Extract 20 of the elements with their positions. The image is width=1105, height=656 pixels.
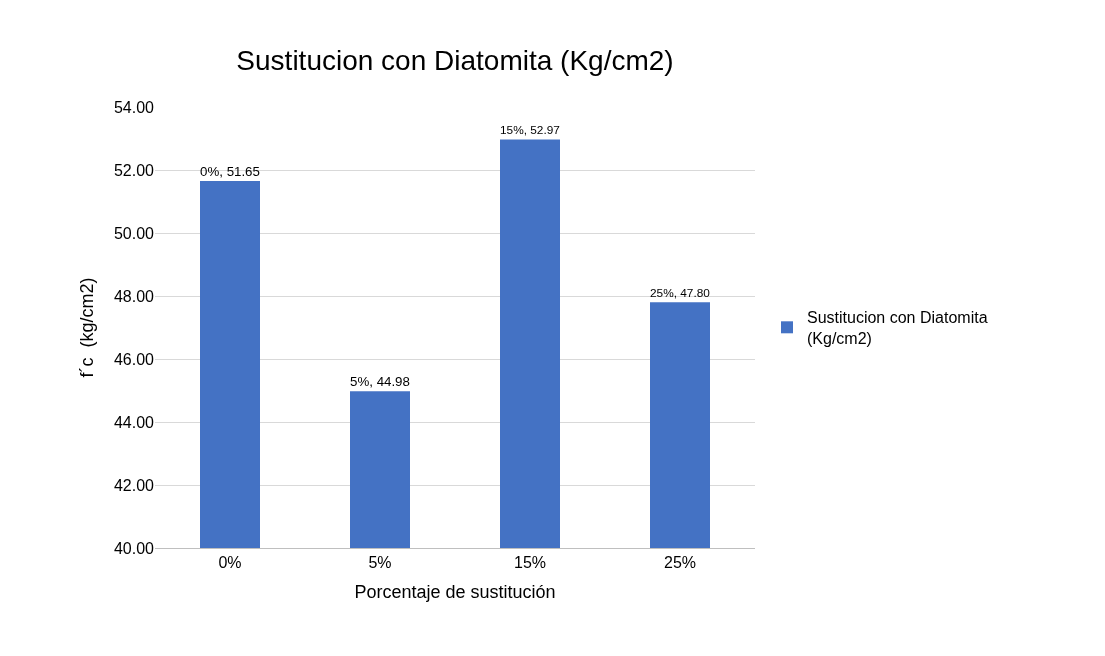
y-tick-label: 50.00	[113, 224, 155, 242]
y-tick-label: 42.00	[113, 476, 155, 494]
y-axis-title: f´c (kg/cm2)	[77, 277, 98, 378]
legend-label: Sustitucion con Diatomita (Kg/cm2)	[807, 309, 988, 347]
x-tick-label: 5%	[368, 554, 392, 572]
x-tick-label: 0%	[218, 554, 242, 572]
y-tick-label: 54.00	[113, 98, 155, 116]
chart-title: Sustitucion con Diatomita (Kg/cm2)	[236, 44, 674, 76]
data-label: 25%, 47.80	[650, 286, 711, 301]
x-axis-title: Porcentaje de sustitución	[354, 582, 556, 603]
y-tick-label: 44.00	[113, 413, 155, 431]
y-tick-label: 46.00	[113, 350, 155, 368]
data-label: 0%, 51.65	[200, 163, 260, 179]
data-label: 5%, 44.98	[350, 373, 410, 389]
x-tick-label: 15%	[513, 554, 547, 572]
y-tick-label: 52.00	[113, 161, 155, 179]
y-tick-label: 40.00	[113, 539, 155, 557]
y-tick-label: 48.00	[113, 287, 155, 305]
data-label: 15%, 52.97	[500, 123, 560, 138]
x-tick-label: 25%	[663, 554, 697, 572]
